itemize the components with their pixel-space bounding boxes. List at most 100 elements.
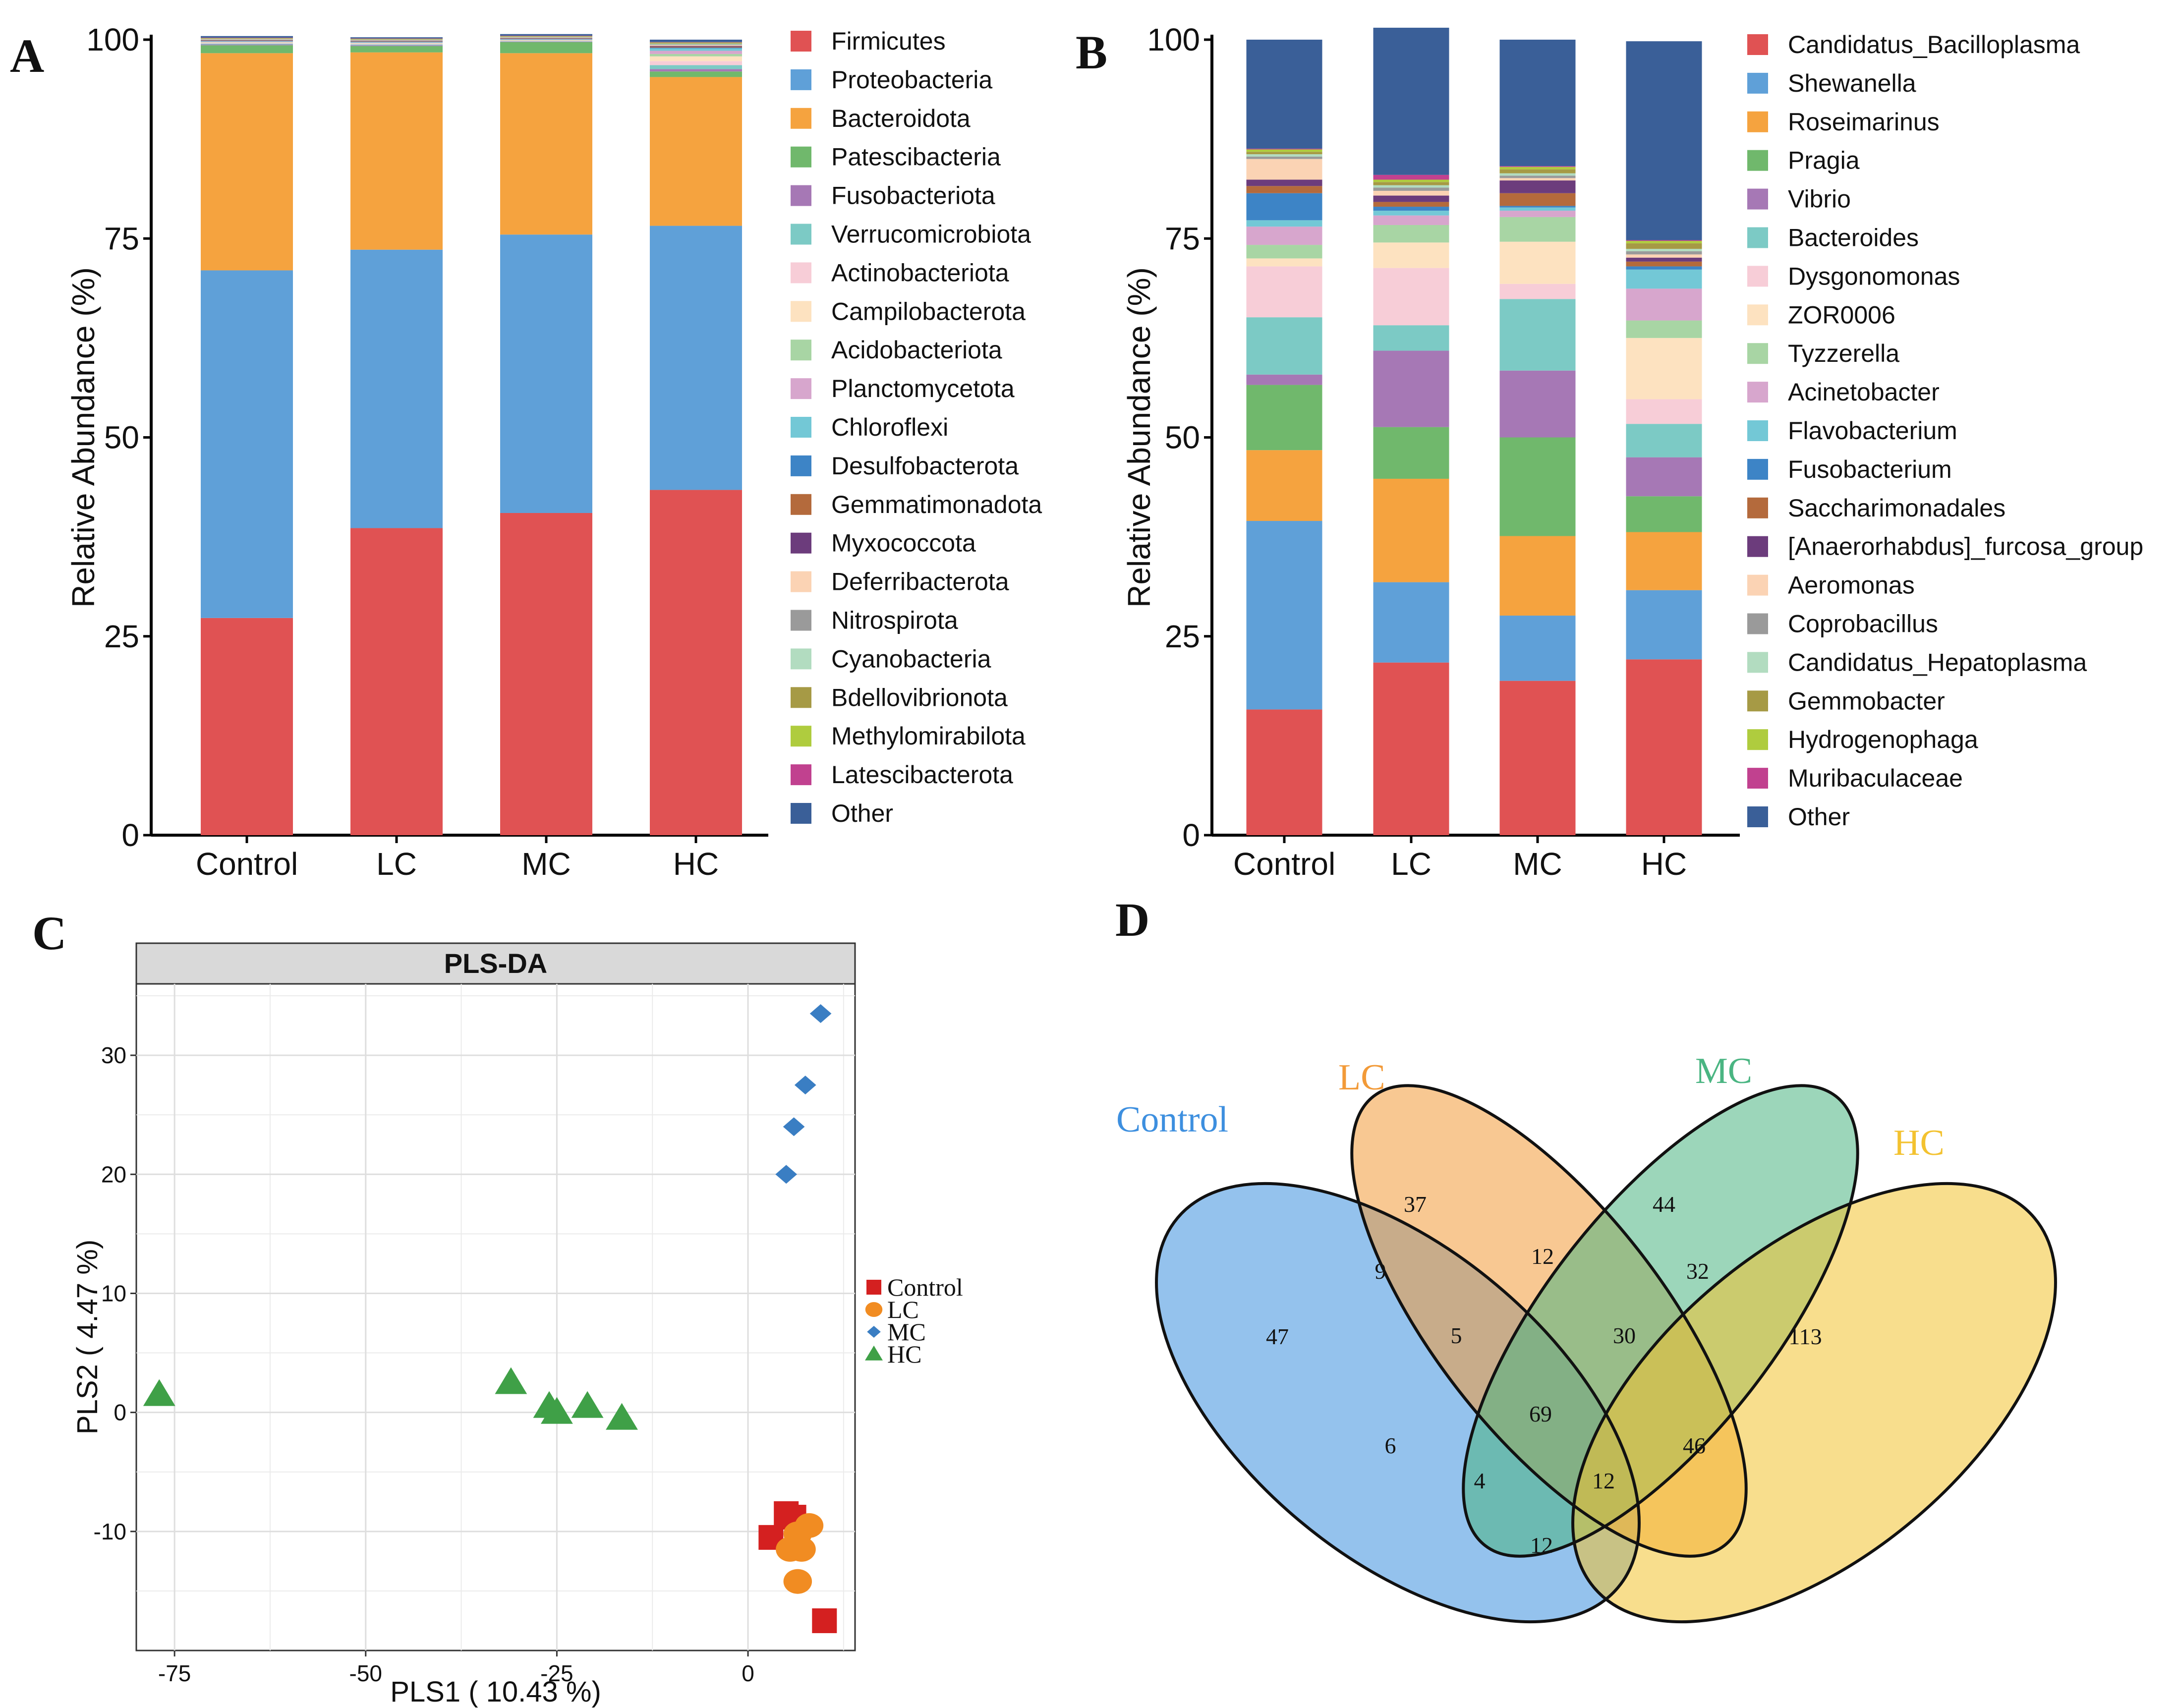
bar-hc-shewanella — [1626, 590, 1702, 660]
legend-label-acidobacteriota: Acidobacteriota — [831, 336, 1002, 364]
venn-count-control: 47 — [1266, 1324, 1289, 1349]
bar-mc-patescibacteria — [500, 42, 592, 54]
y-tick-label: 75 — [104, 221, 139, 256]
venn-set-label-mc: MC — [1695, 1051, 1752, 1091]
point-hc — [495, 1367, 527, 1394]
legend-label-planctomycetota: Planctomycetota — [831, 375, 1015, 402]
bar-hc-hydrogenophaga — [1626, 241, 1702, 243]
bar-control-flavobacterium — [1246, 220, 1322, 227]
legend-label-control: Control — [887, 1273, 963, 1301]
bar-hc-flavobacterium — [1626, 269, 1702, 289]
legend-label-coprobacillus: Coprobacillus — [1788, 610, 1938, 638]
legend-key-methylomirabilota — [791, 726, 811, 747]
venn-set-label-hc: HC — [1893, 1123, 1945, 1163]
bar-mc-dysgonomonas — [1499, 284, 1576, 299]
bar-control-acinetobacter — [1246, 227, 1322, 245]
venn-set-hc — [1573, 1183, 2056, 1622]
bar-control-shewanella — [1246, 521, 1322, 710]
bar-mc-roseimarinus — [1499, 536, 1576, 616]
legend-key-fusobacterium — [1747, 458, 1768, 480]
bar-mc-candidatus-bacilloplasma — [1499, 681, 1576, 835]
panel-b-genus-bar-chart: 0 25 50 75 100 Relative Abundance (%) Control L… — [1121, 22, 2143, 882]
bar-hc-saccharimonadales — [1626, 261, 1702, 267]
legend-key-other — [1747, 806, 1768, 827]
point-mc — [794, 1076, 816, 1095]
bar-mc-other — [1499, 40, 1576, 167]
bar-control-pragia — [1246, 385, 1322, 451]
bar-control-other — [1246, 40, 1322, 149]
bar-lc-bdellovibrionota — [350, 39, 443, 40]
venn-count-mc: 44 — [1653, 1192, 1675, 1217]
y-tick-label: 100 — [1147, 22, 1200, 57]
venn-count-control-hc: 12 — [1530, 1533, 1553, 1558]
bar-hc-campilobacterota — [650, 56, 742, 61]
legend-key-tyzzerella — [1747, 343, 1768, 364]
bar-hc-nitrospirota — [650, 44, 742, 46]
bar-lc-fusobacteriota — [350, 45, 443, 46]
venn-outline-hc — [1571, 1182, 2057, 1624]
legend-label-desulfobacterota: Desulfobacterota — [831, 452, 1019, 480]
bar-mc-pragia — [1499, 437, 1576, 536]
legend-label-gemmobacter: Gemmobacter — [1788, 687, 1945, 715]
legend-key-acidobacteriota — [791, 340, 811, 361]
point-lc — [783, 1569, 812, 1594]
bar-mc-saccharimonadales — [1499, 193, 1576, 206]
bar-mc-acidobacteriota — [500, 40, 592, 41]
bar-mc-anaerorhabdus-furcosa-group — [1499, 180, 1576, 193]
legend-key-latescibacterota — [791, 764, 811, 786]
bar-control-fusobacteriota — [201, 44, 293, 46]
bar-hc-zor0006 — [1626, 338, 1702, 399]
bar-control-verrucomicrobiota — [201, 44, 293, 45]
legend-label-campilobacterota: Campilobacterota — [831, 297, 1026, 325]
venn-outline-lc — [1350, 1084, 1748, 1558]
legend-label-pragia: Pragia — [1788, 147, 1860, 174]
legend-label-aeromonas: Aeromonas — [1788, 571, 1915, 599]
plot-panel — [135, 983, 856, 1651]
bar-lc-flavobacterium — [1373, 211, 1449, 216]
venn-count-mc-hc: 32 — [1686, 1258, 1709, 1284]
bar-lc-muribaculaceae — [1373, 174, 1449, 180]
y-tick-label: 50 — [1165, 420, 1200, 455]
legend-key-campilobacterota — [791, 301, 811, 322]
bar-lc-proteobacteria — [350, 249, 443, 528]
legend-label-fusobacterium: Fusobacterium — [1788, 455, 1952, 483]
bar-control-hydrogenophaga — [1246, 149, 1322, 152]
x-tick-label: LC — [376, 846, 417, 882]
bar-hc-desulfobacterota — [650, 48, 742, 49]
legend-key-desulfobacterota — [791, 455, 811, 476]
bar-control-muribaculaceae — [1246, 148, 1322, 150]
legend-label-dysgonomonas: Dysgonomonas — [1788, 262, 1960, 290]
bar-control-acidobacteriota — [201, 42, 293, 43]
legend-label-bacteroides: Bacteroides — [1788, 224, 1919, 252]
legend-key-firmicutes — [791, 31, 811, 52]
venn-count-lc-mc-hc: 30 — [1613, 1323, 1636, 1348]
bar-control-fusobacterium — [1246, 193, 1322, 221]
bar-control-nitrospirota — [201, 39, 293, 40]
bar-mc-flavobacterium — [1499, 207, 1576, 211]
venn-set-mc — [1463, 1085, 1858, 1556]
legend-label-tyzzerella: Tyzzerella — [1788, 340, 1899, 367]
legend-label-latescibacterota: Latescibacterota — [831, 761, 1013, 789]
bar-lc-firmicutes — [350, 528, 443, 835]
legend-key-fusobacteriota — [791, 185, 811, 206]
venn-count-control-lc: 9 — [1375, 1258, 1386, 1284]
panel-a-phylum-bar-chart: 0 25 50 75 100 Relative Abundance (%) Control L… — [65, 22, 1042, 882]
legend-key-bacteroidota — [791, 108, 811, 129]
bar-hc-firmicutes — [650, 490, 742, 835]
bar-hc-candidatus-hepatoplasma — [1626, 249, 1702, 251]
x-tick-label: Control — [1233, 846, 1335, 882]
bar-hc-coprobacillus — [1626, 251, 1702, 255]
bar-lc-candidatus-bacilloplasma — [1373, 662, 1449, 835]
bar-hc-acinetobacter — [1626, 288, 1702, 321]
legend-key-lc — [865, 1302, 883, 1317]
legend-label-myxococcota: Myxococcota — [831, 529, 976, 557]
bar-control-proteobacteria — [201, 270, 293, 618]
legend-label-hc: HC — [887, 1340, 921, 1368]
venn-set-label-control: Control — [1116, 1099, 1228, 1140]
y-axis-title: Relative Abundance (%) — [1121, 267, 1157, 608]
bar-mc-other — [500, 34, 592, 36]
y-tick-label: -10 — [94, 1519, 126, 1544]
legend-label-mc: MC — [887, 1318, 926, 1346]
bar-control-candidatus-bacilloplasma — [1246, 709, 1322, 835]
y-tick-label: 25 — [104, 619, 139, 654]
